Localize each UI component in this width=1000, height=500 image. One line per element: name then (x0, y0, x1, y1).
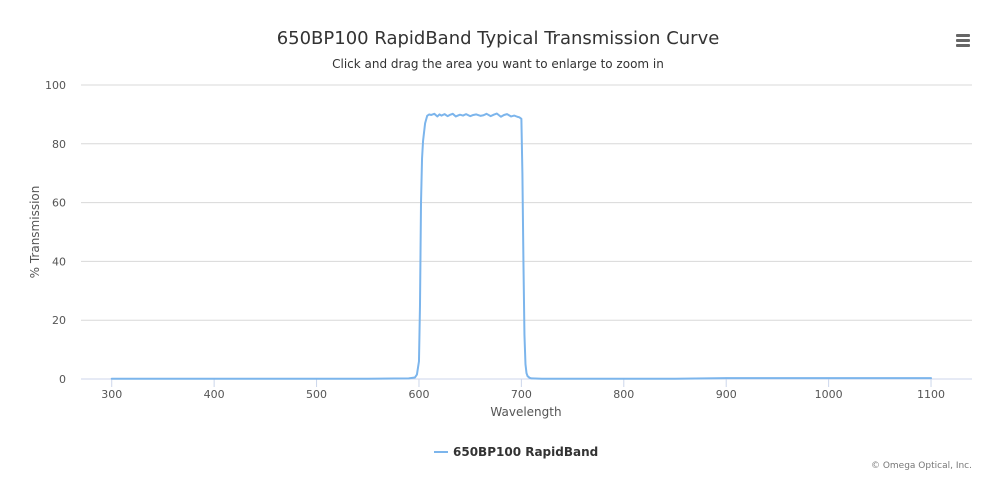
hamburger-menu-icon[interactable] (952, 30, 974, 50)
y-axis-title: % Transmission (28, 186, 42, 279)
x-tick-label: 600 (408, 388, 429, 401)
x-tick-label: 400 (204, 388, 225, 401)
x-tick-label: 800 (613, 388, 634, 401)
y-axis-tick-labels: 0 20 40 60 80 100 (45, 79, 66, 386)
series-line[interactable] (110, 112, 933, 380)
y-tick-label: 0 (59, 373, 66, 386)
x-tick-label: 300 (101, 388, 122, 401)
x-tick-label: 1000 (815, 388, 843, 401)
y-tick-label: 80 (52, 138, 66, 151)
x-axis-title: Wavelength (490, 405, 561, 419)
x-tick-label: 1100 (917, 388, 945, 401)
x-tick-label: 900 (716, 388, 737, 401)
chart-title: 650BP100 RapidBand Typical Transmission … (277, 28, 720, 49)
menu-bar (956, 39, 970, 42)
axes (81, 378, 972, 387)
y-tick-label: 60 (52, 197, 66, 210)
legend-item-label[interactable]: 650BP100 RapidBand (453, 445, 598, 459)
legend[interactable]: 650BP100 RapidBand (434, 445, 598, 459)
y-tick-label: 20 (52, 314, 66, 327)
gridlines (81, 84, 972, 321)
series-layer (110, 112, 933, 380)
x-tick-label: 700 (511, 388, 532, 401)
credits-text[interactable]: © Omega Optical, Inc. (871, 461, 972, 471)
y-tick-label: 40 (52, 255, 66, 268)
x-axis-tick-labels: 300 400 500 600 700 800 900 1000 1100 (101, 388, 945, 401)
chart-subtitle: Click and drag the area you want to enla… (332, 57, 664, 71)
menu-bar (956, 34, 970, 37)
menu-bar (956, 44, 970, 47)
x-tick-label: 500 (306, 388, 327, 401)
y-tick-label: 100 (45, 79, 66, 92)
